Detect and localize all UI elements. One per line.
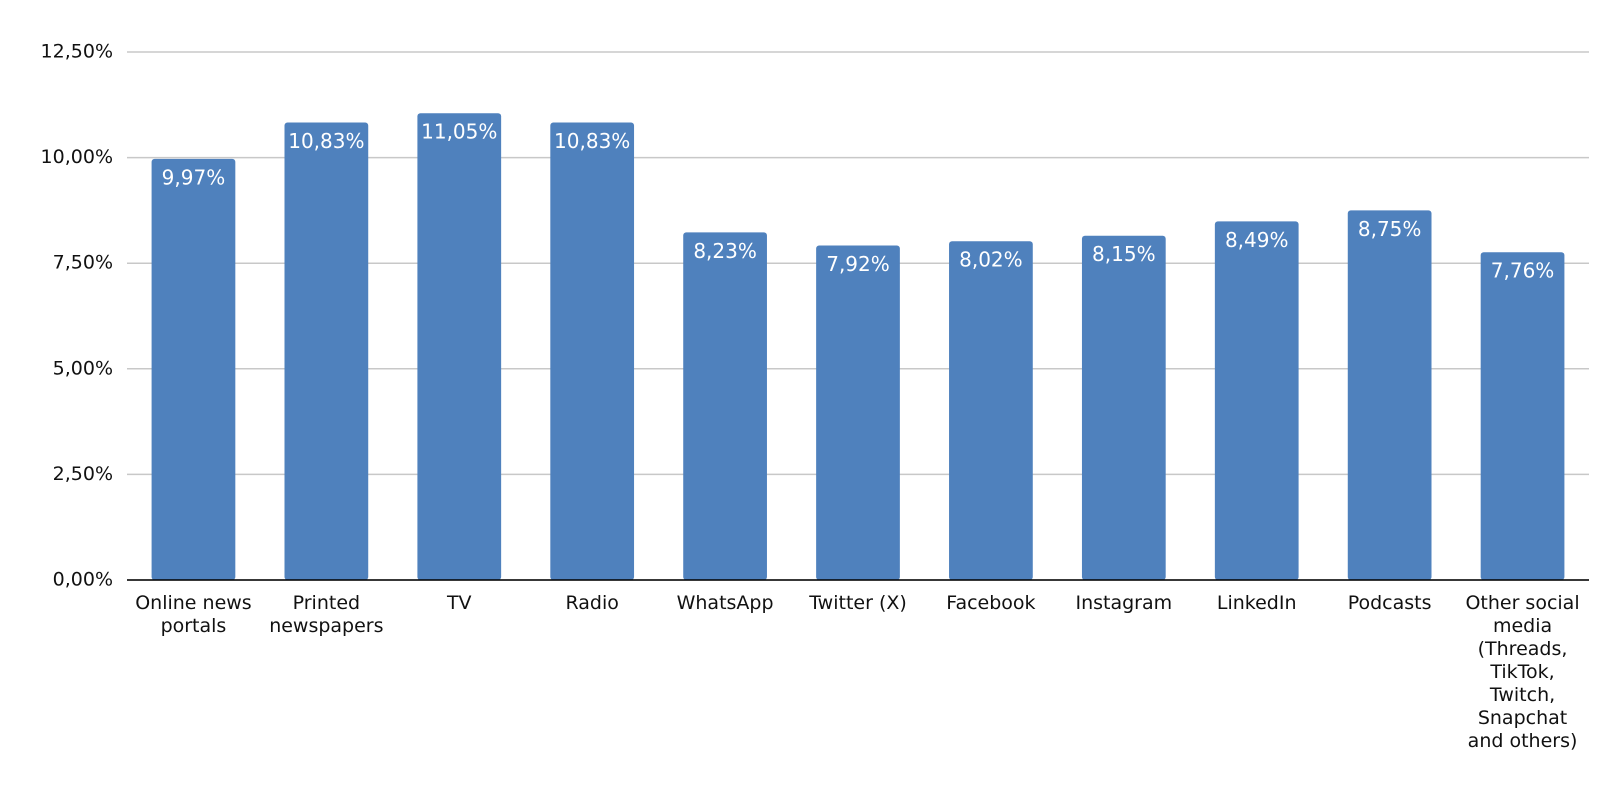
y-tick-label: 10,00% bbox=[41, 146, 113, 168]
value-label: 8,75% bbox=[1358, 217, 1422, 241]
bar bbox=[949, 241, 1033, 580]
y-tick-label: 7,50% bbox=[53, 252, 113, 274]
y-tick-label: 0,00% bbox=[53, 569, 113, 591]
x-tick-label: Printed newspapers bbox=[269, 592, 384, 637]
value-label: 10,83% bbox=[288, 129, 364, 153]
x-tick-label: Instagram bbox=[1075, 592, 1173, 614]
x-tick-label: Other social media (Threads, TikTok, Twi… bbox=[1465, 592, 1580, 752]
value-label: 7,76% bbox=[1491, 259, 1555, 283]
value-label: 11,05% bbox=[421, 120, 497, 144]
bar bbox=[1347, 210, 1432, 580]
x-tick-label: LinkedIn bbox=[1216, 592, 1297, 614]
bar bbox=[550, 122, 635, 580]
bar bbox=[284, 122, 369, 580]
value-label: 8,02% bbox=[959, 248, 1023, 272]
x-tick-label: TV bbox=[446, 592, 472, 614]
value-label: 8,49% bbox=[1225, 228, 1289, 252]
value-label: 8,23% bbox=[693, 239, 757, 263]
bar bbox=[1480, 252, 1565, 581]
x-tick-label: WhatsApp bbox=[676, 592, 774, 614]
value-label: 10,83% bbox=[554, 129, 630, 153]
value-label: 8,15% bbox=[1092, 242, 1156, 266]
bar bbox=[151, 158, 236, 581]
bar bbox=[816, 245, 900, 580]
x-tick-label: Online news portals bbox=[135, 592, 252, 637]
bar bbox=[1214, 221, 1299, 581]
y-tick-label: 2,50% bbox=[53, 463, 113, 485]
y-tick-label: 12,50% bbox=[41, 41, 113, 63]
x-tick-label: Twitter (X) bbox=[809, 592, 907, 614]
x-tick-label: Podcasts bbox=[1347, 592, 1432, 614]
x-tick-label: Facebook bbox=[946, 592, 1036, 614]
bar bbox=[683, 232, 767, 580]
value-label: 9,97% bbox=[162, 165, 226, 189]
bar bbox=[1081, 235, 1166, 580]
x-tick-label: Radio bbox=[565, 592, 619, 614]
y-tick-label: 5,00% bbox=[53, 357, 113, 379]
bar bbox=[417, 113, 502, 581]
value-label: 7,92% bbox=[826, 252, 890, 276]
